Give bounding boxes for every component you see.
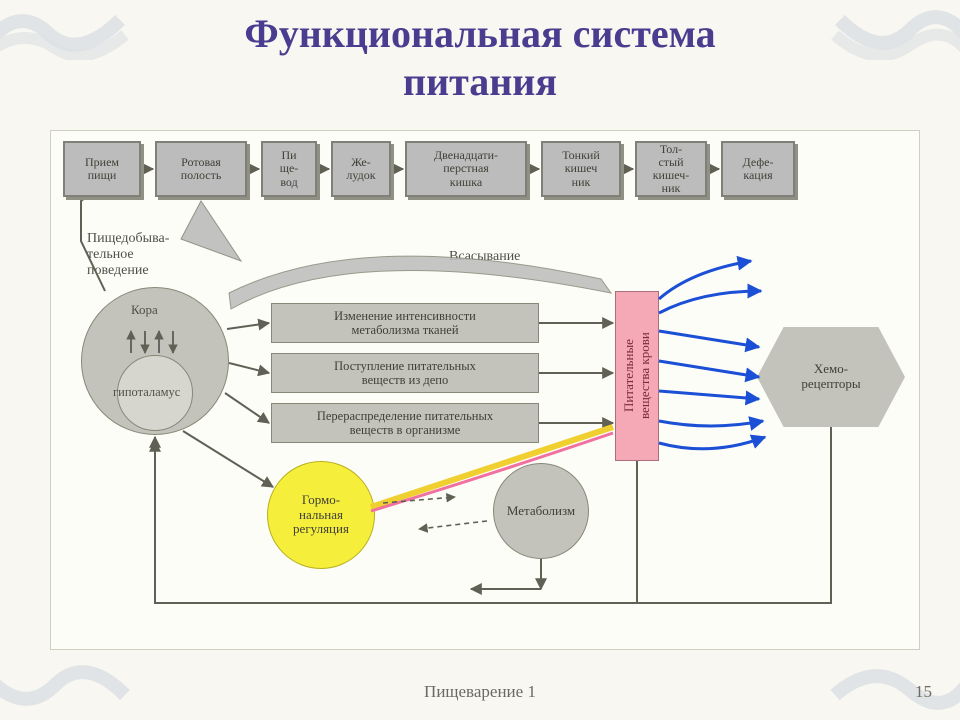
title-line2: питания xyxy=(403,59,557,104)
page-title: Функциональная система питания xyxy=(0,0,960,112)
footer-label: Пищеварение 1 xyxy=(424,682,536,702)
toprow-box-4: Двенадцати-перстнаякишка xyxy=(405,141,527,197)
title-line1: Функциональная система xyxy=(244,11,715,56)
swirl-tl xyxy=(0,0,130,60)
swirl-bl xyxy=(0,660,130,720)
mid-box-0: Изменение интенсивностиметаболизма ткане… xyxy=(271,303,539,343)
label-cortex: Кора xyxy=(131,303,158,318)
swirl-tr xyxy=(830,0,960,60)
chemoreceptors-hex: Хемо-рецепторы xyxy=(757,327,905,427)
label-behavior: Пищедобыва-тельноеповедение xyxy=(87,231,227,279)
toprow-box-6: Тол-стыйкишеч-ник xyxy=(635,141,707,197)
toprow-box-0: Приемпищи xyxy=(63,141,141,197)
diagram-area: Пищедобыва-тельноеповедение Всасывание К… xyxy=(50,130,920,650)
toprow-box-7: Дефе-кация xyxy=(721,141,795,197)
nutrients-box: Питательныевещества крови xyxy=(615,291,659,461)
toprow-box-1: Ротоваяполость xyxy=(155,141,247,197)
label-hypothalamus: гипоталамус xyxy=(113,385,180,399)
label-absorption: Всасывание xyxy=(449,249,569,265)
page-number: 15 xyxy=(915,682,932,702)
hormonal-circle: Гормо-нальнаярегуляция xyxy=(267,461,375,569)
toprow-box-3: Же-лудок xyxy=(331,141,391,197)
toprow-box-2: Пище-вод xyxy=(261,141,317,197)
mid-box-1: Поступление питательныхвеществ из депо xyxy=(271,353,539,393)
metabolism-circle: Метаболизм xyxy=(493,463,589,559)
mid-box-2: Перераспределение питательныхвеществ в о… xyxy=(271,403,539,443)
swirl-br xyxy=(830,660,960,720)
toprow-box-5: Тонкийкишечник xyxy=(541,141,621,197)
